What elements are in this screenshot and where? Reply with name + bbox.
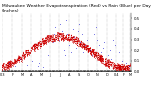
Text: Milwaukee Weather Evapotranspiration (Red) vs Rain (Blue) per Day (Inches): Milwaukee Weather Evapotranspiration (Re… <box>2 4 150 13</box>
